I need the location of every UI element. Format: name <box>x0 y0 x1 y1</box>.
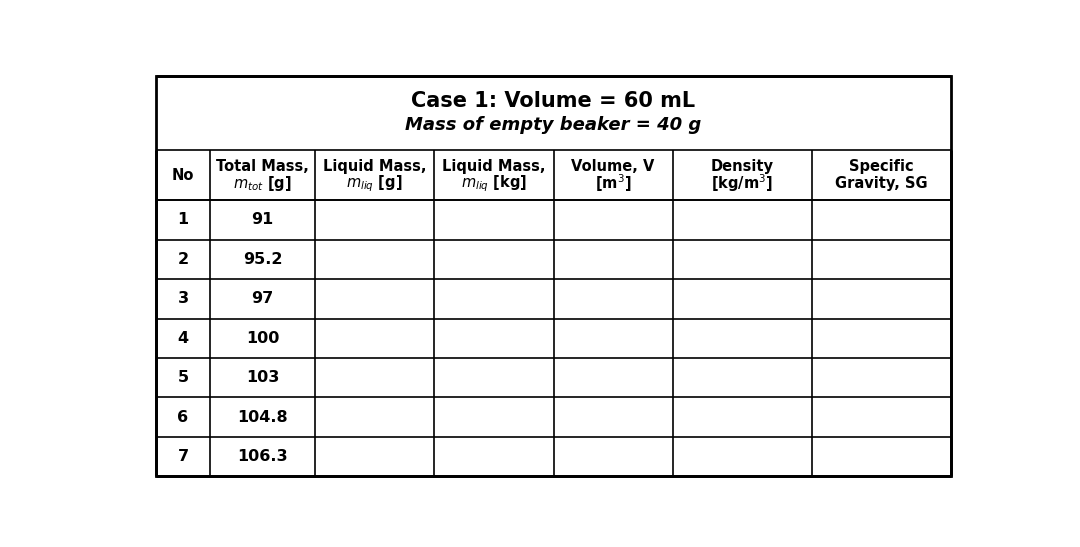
Text: 100: 100 <box>246 331 279 346</box>
Text: Liquid Mass,: Liquid Mass, <box>323 159 427 174</box>
Text: $m_{liq}$ [g]: $m_{liq}$ [g] <box>347 173 403 194</box>
Text: Density: Density <box>711 159 774 174</box>
Text: [m$^3$]: [m$^3$] <box>595 173 632 195</box>
Text: [kg/m$^3$]: [kg/m$^3$] <box>712 173 773 195</box>
Text: 3: 3 <box>177 292 189 306</box>
Text: $m_{liq}$ [kg]: $m_{liq}$ [kg] <box>461 173 527 194</box>
Text: 97: 97 <box>252 292 273 306</box>
Text: Mass of empty beaker = 40 g: Mass of empty beaker = 40 g <box>405 116 702 134</box>
Text: 6: 6 <box>177 410 189 424</box>
Text: 7: 7 <box>177 449 189 464</box>
Text: Total Mass,: Total Mass, <box>216 159 309 174</box>
Text: Case 1: Volume = 60 mL: Case 1: Volume = 60 mL <box>411 91 696 112</box>
Text: 95.2: 95.2 <box>243 252 282 267</box>
Text: Specific: Specific <box>849 159 914 174</box>
Text: 103: 103 <box>246 370 279 385</box>
Text: 91: 91 <box>252 212 273 228</box>
Text: Volume, V: Volume, V <box>571 159 654 174</box>
Text: 5: 5 <box>177 370 189 385</box>
Text: 1: 1 <box>177 212 189 228</box>
Text: 104.8: 104.8 <box>238 410 287 424</box>
Text: $m_{tot}$ [g]: $m_{tot}$ [g] <box>233 174 292 193</box>
Text: No: No <box>172 168 194 183</box>
Text: Gravity, SG: Gravity, SG <box>835 176 928 191</box>
Text: 2: 2 <box>177 252 189 267</box>
Text: 106.3: 106.3 <box>238 449 287 464</box>
Text: 4: 4 <box>177 331 189 346</box>
Text: Liquid Mass,: Liquid Mass, <box>442 159 545 174</box>
